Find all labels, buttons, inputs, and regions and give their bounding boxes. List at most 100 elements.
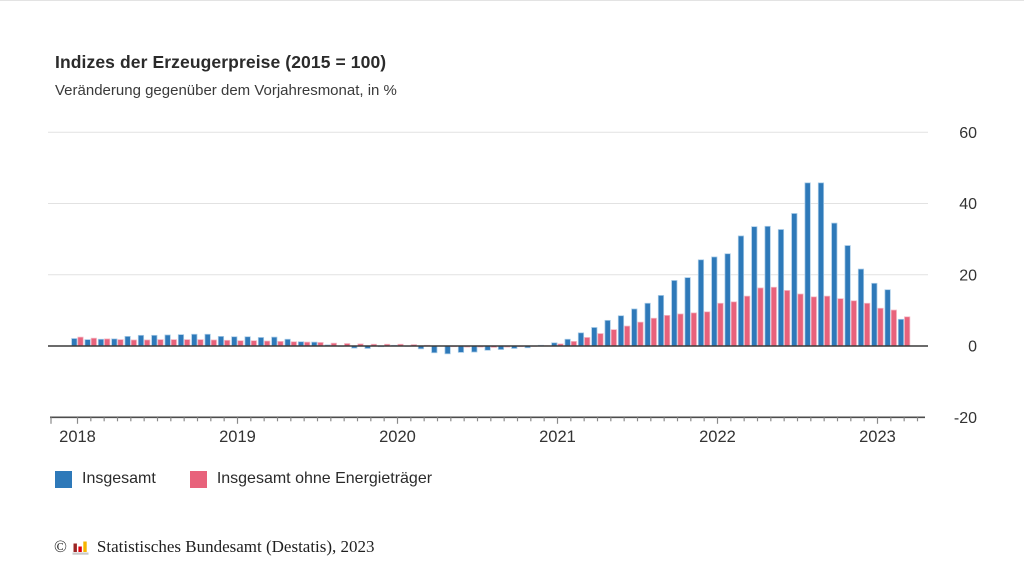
bar xyxy=(797,293,804,347)
bar xyxy=(584,337,591,347)
logo-bar-red xyxy=(78,546,82,552)
bar xyxy=(210,339,217,347)
legend-label-insgesamt: Insgesamt xyxy=(82,470,156,487)
bar xyxy=(664,314,671,347)
bar xyxy=(850,300,857,347)
chart-legend: Insgesamt Insgesamt ohne Energieträger xyxy=(55,470,432,488)
bar xyxy=(730,301,737,347)
bar xyxy=(644,302,651,347)
bar xyxy=(637,321,644,347)
bar xyxy=(271,336,278,347)
bar xyxy=(764,225,771,347)
bar xyxy=(444,345,451,355)
bar xyxy=(191,333,198,347)
bar xyxy=(130,339,137,347)
bar xyxy=(744,295,751,347)
bar xyxy=(104,338,111,347)
bar xyxy=(671,280,678,347)
bar xyxy=(884,289,891,347)
bars-insgesamt-ohne-energietraeger xyxy=(77,286,911,348)
footer-text: Statistisches Bundesamt (Destatis), 2023 xyxy=(96,537,375,556)
bar xyxy=(617,315,625,347)
bar xyxy=(610,329,617,347)
x-axis-year-label: 2023 xyxy=(859,428,896,446)
bar xyxy=(84,339,91,347)
bar xyxy=(904,316,911,347)
bar xyxy=(624,325,631,347)
bar xyxy=(117,339,124,347)
bar xyxy=(844,245,851,347)
x-axis-year-label: 2018 xyxy=(59,428,96,446)
x-axis-year-label: 2022 xyxy=(699,428,736,446)
bar xyxy=(857,268,865,347)
bar xyxy=(864,302,871,347)
logo-baseline xyxy=(72,552,89,555)
bar xyxy=(717,302,724,347)
y-axis-label: 40 xyxy=(959,196,977,213)
legend-swatch-pink xyxy=(189,470,207,488)
bar xyxy=(890,309,897,347)
bar xyxy=(170,339,177,347)
y-axis-label: 20 xyxy=(959,267,977,284)
bar xyxy=(724,253,731,347)
bar xyxy=(597,333,604,347)
destatis-logo-icon xyxy=(72,541,89,555)
bar xyxy=(457,345,465,353)
bar xyxy=(257,337,265,347)
bar xyxy=(777,229,785,347)
bar xyxy=(817,182,825,347)
bar xyxy=(77,336,84,347)
bar xyxy=(97,338,105,347)
legend-label-ohne-energietraeger: Insgesamt ohne Energieträger xyxy=(216,470,433,487)
bar xyxy=(770,286,777,347)
bar xyxy=(244,336,251,347)
bar xyxy=(897,318,905,347)
bar xyxy=(871,282,878,347)
bar xyxy=(111,338,118,347)
bar xyxy=(164,334,171,347)
bar xyxy=(177,334,185,347)
copyright-footer: © Statistisches Bundesamt (Destatis), 20… xyxy=(54,537,375,557)
x-axis-ticks xyxy=(50,417,919,424)
bar xyxy=(591,327,598,347)
bar xyxy=(471,345,478,353)
bar xyxy=(90,337,97,347)
legend-item-ohne-energietraeger: Insgesamt ohne Energieträger xyxy=(189,470,433,488)
bar xyxy=(711,256,718,347)
bar xyxy=(757,287,764,347)
legend-swatch-blue xyxy=(55,470,72,488)
bar xyxy=(71,338,78,347)
bar xyxy=(224,339,231,347)
logo-bar-gold xyxy=(83,541,87,552)
y-axis-label: 0 xyxy=(968,339,977,356)
bar xyxy=(124,336,131,347)
bar xyxy=(564,338,571,347)
bar xyxy=(684,277,691,347)
bar xyxy=(650,317,657,347)
bar xyxy=(804,182,811,347)
bar xyxy=(697,259,705,347)
bar xyxy=(677,313,684,347)
bar xyxy=(631,308,638,347)
bar xyxy=(250,340,257,347)
bar xyxy=(784,290,791,347)
x-axis-year-label: 2021 xyxy=(539,428,576,446)
bar xyxy=(284,338,291,347)
bar xyxy=(237,340,244,347)
bar xyxy=(157,339,164,347)
bar xyxy=(751,226,758,347)
bar xyxy=(197,339,204,347)
bar xyxy=(837,298,844,347)
bar xyxy=(657,295,665,347)
bar xyxy=(217,336,225,347)
copyright-symbol: © xyxy=(54,537,67,556)
page-subtitle: Veränderung gegenüber dem Vorjahresmonat… xyxy=(55,82,397,99)
bar xyxy=(204,333,211,347)
bar xyxy=(137,334,145,347)
bar xyxy=(231,336,238,347)
bar xyxy=(810,296,817,347)
bar xyxy=(431,345,438,354)
bar xyxy=(144,339,151,347)
bar xyxy=(737,235,745,347)
